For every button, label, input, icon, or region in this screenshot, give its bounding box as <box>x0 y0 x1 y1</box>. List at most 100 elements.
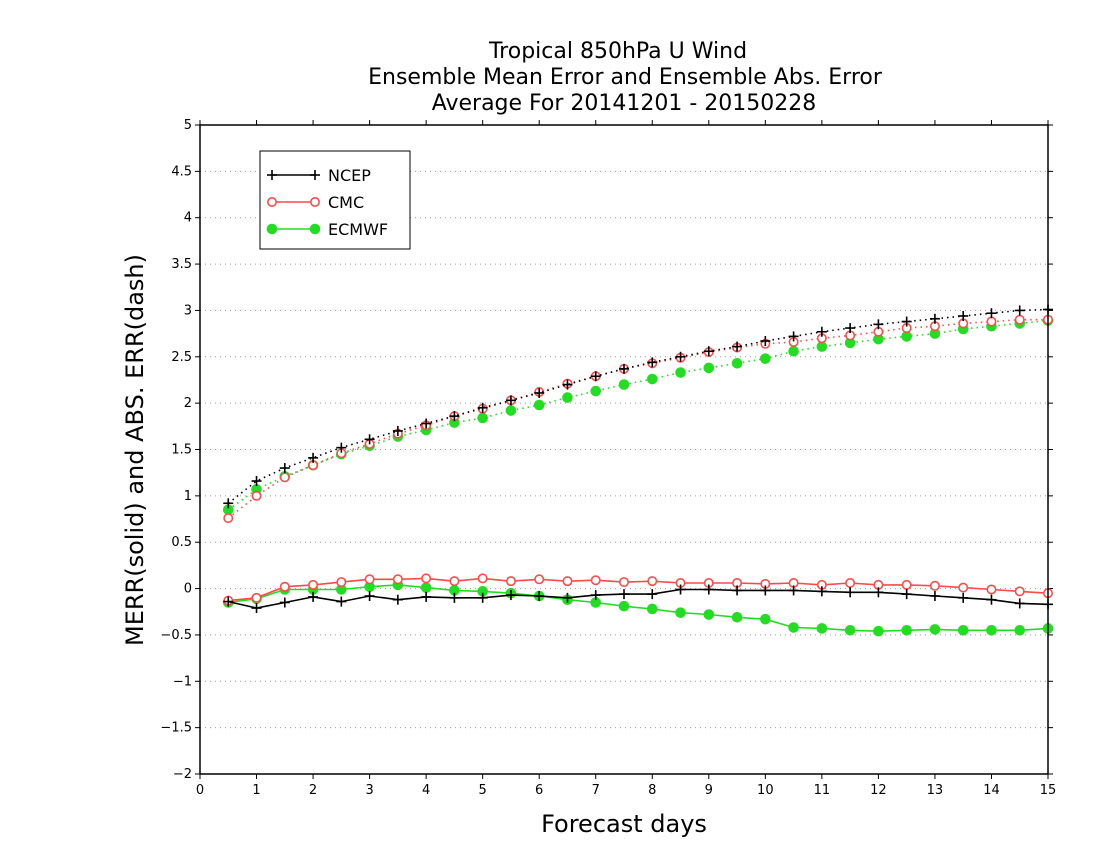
legend-label-cmc: CMC <box>328 193 364 212</box>
ncep-point <box>732 585 743 596</box>
ecmwf-point <box>788 345 799 357</box>
cmc-point <box>901 579 912 590</box>
ncep-point <box>505 395 516 406</box>
legend-marker <box>309 223 321 235</box>
ncep-point <box>590 590 601 601</box>
cmc-point <box>505 576 516 587</box>
ecmwf-point <box>760 613 771 625</box>
ncep-point <box>223 498 234 509</box>
ncep-point <box>421 418 432 429</box>
ncep-point <box>929 590 940 601</box>
ncep-point <box>873 319 884 330</box>
cmc-point <box>1014 314 1025 325</box>
y-tick-label: 4 <box>184 211 192 226</box>
ecmwf-abs-err-line <box>227 319 1049 511</box>
x-tick-label: 2 <box>309 783 317 798</box>
ecmwf-point <box>703 609 715 620</box>
x-tick-label: 5 <box>479 783 487 798</box>
ncep-point <box>562 592 573 603</box>
ncep-point <box>986 594 997 605</box>
plot-area <box>222 304 1054 637</box>
y-tick-label: 3.5 <box>171 257 192 272</box>
ncep-point <box>675 351 686 362</box>
ncep-point <box>845 587 856 598</box>
y-tick-label: 0.5 <box>171 535 192 550</box>
y-tick-label: 4.5 <box>171 164 192 179</box>
ncep-point <box>958 310 969 321</box>
ncep-point <box>958 592 969 603</box>
ncep-point <box>760 585 771 596</box>
ncep-point <box>251 476 262 487</box>
cmc-point <box>392 574 403 585</box>
ncep-point <box>449 592 460 603</box>
x-tick-label: 9 <box>705 783 713 798</box>
y-axis: −2 −1.5 −1 −0.5 0 0.5 1 1.5 2 2.5 3 3.5 4 4.5 5 <box>160 118 1053 782</box>
y-tick-label: 3 <box>184 303 192 318</box>
legend-marker <box>267 170 277 180</box>
ecmwf-point <box>533 399 545 411</box>
ecmwf-point <box>957 624 969 636</box>
y-tick-label: 1 <box>184 489 192 504</box>
cmc-merr-line <box>228 577 1049 602</box>
ncep-point <box>336 596 347 607</box>
x-axis-label: Forecast days <box>541 810 707 838</box>
cmc-point <box>590 575 601 586</box>
ncep-point <box>901 316 912 327</box>
ncep-point <box>816 326 827 337</box>
ecmwf-point <box>788 622 799 633</box>
legend-marker <box>266 197 277 208</box>
ncep-point <box>675 584 686 595</box>
ecmwf-point <box>646 373 658 385</box>
plot-frame <box>199 124 1049 775</box>
cmc-point <box>251 592 262 603</box>
cmc-point <box>986 584 997 595</box>
ecmwf-point <box>1014 624 1026 636</box>
ncep-point <box>647 589 658 600</box>
y-tick-label: 0 <box>184 582 192 597</box>
cmc-point <box>449 576 460 587</box>
ncep-point <box>534 590 545 601</box>
x-tick-label: 8 <box>648 783 656 798</box>
ecmwf-merr-line <box>228 584 1049 633</box>
title-line-3: Average For 20141201 - 20150228 <box>432 91 817 116</box>
ncep-point <box>873 587 884 598</box>
ecmwf-point <box>675 607 686 618</box>
y-tick-label: −2 <box>173 767 192 782</box>
cmc-point <box>336 577 347 588</box>
ncep-point <box>421 591 432 602</box>
ecmwf-point <box>675 367 686 378</box>
cmc-point <box>845 578 856 589</box>
ecmwf-point <box>731 612 743 623</box>
ecmwf-point <box>760 353 771 364</box>
ncep-point <box>477 402 488 413</box>
cmc-point <box>477 573 488 584</box>
series-ecmwf <box>222 315 1054 637</box>
ncep-point <box>279 597 290 608</box>
ecmwf-point <box>986 624 997 636</box>
ncep-point <box>449 411 460 422</box>
y-tick-label: 1.5 <box>171 443 192 458</box>
cmc-point <box>647 576 658 587</box>
grid <box>200 170 1048 729</box>
ncep-point <box>845 323 856 334</box>
ncep-point <box>392 425 403 436</box>
ncep-point <box>788 331 799 342</box>
ncep-point <box>364 590 375 601</box>
cmc-point <box>986 316 997 327</box>
ncep-point <box>505 590 516 601</box>
cmc-point <box>279 472 290 483</box>
cmc-point <box>1014 586 1025 597</box>
x-tick-label: 13 <box>927 783 944 798</box>
legend-label-ecmwf: ECMWF <box>328 220 388 239</box>
ncep-point <box>364 434 375 445</box>
ncep-point <box>619 363 629 374</box>
ncep-point <box>392 594 403 605</box>
ncep-point <box>647 357 658 368</box>
cmc-point <box>251 490 262 501</box>
ncep-point <box>619 589 629 600</box>
ecmwf-point <box>901 624 912 636</box>
x-tick-label: 6 <box>535 783 543 798</box>
ecmwf-point <box>731 357 743 369</box>
ecmwf-point <box>562 392 573 403</box>
